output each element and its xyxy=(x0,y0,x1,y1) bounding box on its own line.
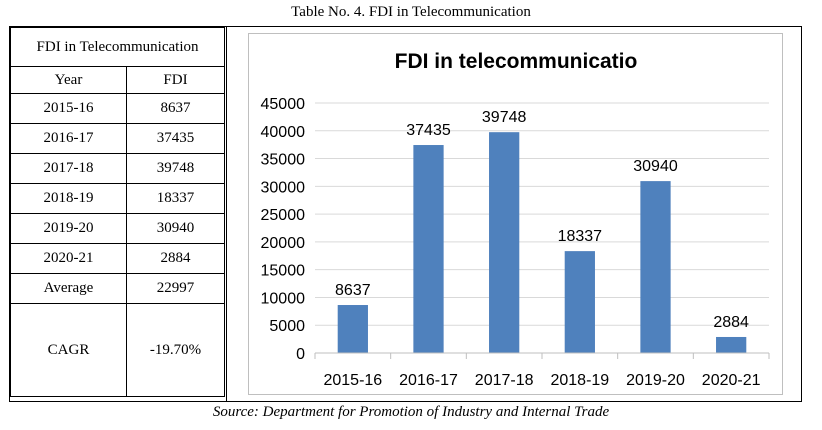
table-row: 2015-16 8637 xyxy=(10,93,226,124)
source-note: Source: Department for Promotion of Indu… xyxy=(212,404,610,420)
bar xyxy=(564,251,595,353)
average-label-cell: Average xyxy=(10,273,127,304)
table-row: 2020-21 2884 xyxy=(10,243,226,274)
year-cell: 2019-20 xyxy=(10,213,127,244)
y-tick-label: 40000 xyxy=(261,124,306,141)
cagr-value-cell: -19.70% xyxy=(125,303,226,397)
y-tick-label: 10000 xyxy=(261,290,306,307)
x-tick-label: 2015-16 xyxy=(323,372,382,389)
y-tick-label: 0 xyxy=(296,346,305,363)
column-header-fdi: FDI xyxy=(125,66,226,94)
data-label: 8637 xyxy=(335,282,371,299)
data-label: 18337 xyxy=(558,228,603,245)
table-row: 2019-20 30940 xyxy=(10,213,226,244)
fdi-cell: 2884 xyxy=(125,243,226,274)
fdi-cell: 39748 xyxy=(125,153,226,184)
data-label: 37435 xyxy=(406,122,451,139)
table-caption: Table No. 4. FDI in Telecommunication xyxy=(291,4,531,20)
fdi-table: FDI in Telecommunication Year FDI 2015-1… xyxy=(9,27,226,397)
table-row: CAGR -19.70% xyxy=(10,303,226,397)
bar-chart: FDI in telecommunicatio 8637 37435 39748 18… xyxy=(261,50,770,389)
x-tick-label: 2019-20 xyxy=(626,372,685,389)
table-row: 2016-17 37435 xyxy=(10,123,226,154)
x-tick-label: 2016-17 xyxy=(399,372,458,389)
year-cell: 2020-21 xyxy=(10,243,127,274)
fdi-cell: 18337 xyxy=(125,183,226,214)
cagr-label-cell: CAGR xyxy=(10,303,127,397)
bar xyxy=(413,145,444,353)
y-tick-label: 20000 xyxy=(261,235,306,252)
x-tick-label: 2020-21 xyxy=(702,372,761,389)
y-tick-label: 15000 xyxy=(261,263,306,280)
table-row: 2017-18 39748 xyxy=(10,153,226,184)
column-divider xyxy=(226,26,227,402)
figure-frame xyxy=(9,26,802,402)
y-tick-label: 35000 xyxy=(261,152,306,169)
fdi-cell: 8637 xyxy=(125,93,226,124)
data-label: 2884 xyxy=(713,314,749,331)
data-label: 39748 xyxy=(482,109,527,126)
x-tick-label: 2018-19 xyxy=(550,372,609,389)
y-tick-label: 5000 xyxy=(269,318,305,335)
year-cell: 2015-16 xyxy=(10,93,127,124)
column-header-year: Year xyxy=(10,66,127,94)
year-cell: 2018-19 xyxy=(10,183,127,214)
data-label: 30940 xyxy=(633,158,678,175)
x-tick-label: 2017-18 xyxy=(475,372,534,389)
bar xyxy=(489,132,520,353)
fdi-cell: 37435 xyxy=(125,123,226,154)
year-cell: 2016-17 xyxy=(10,123,127,154)
table-row: 2018-19 18337 xyxy=(10,183,226,214)
table-row: Average 22997 xyxy=(10,273,226,304)
bar xyxy=(640,181,671,353)
y-tick-label: 30000 xyxy=(261,179,306,196)
year-cell: 2017-18 xyxy=(10,153,127,184)
chart-title: FDI in telecommunicatio xyxy=(395,50,638,73)
bar xyxy=(337,305,368,353)
average-value-cell: 22997 xyxy=(125,273,226,304)
table-title: FDI in Telecommunication xyxy=(9,27,226,67)
y-tick-label: 45000 xyxy=(261,96,306,113)
y-tick-label: 25000 xyxy=(261,207,306,224)
chart-area: FDI in telecommunicatio 8637 37435 39748 18… xyxy=(248,33,783,395)
bar xyxy=(716,336,747,353)
fdi-cell: 30940 xyxy=(125,213,226,244)
